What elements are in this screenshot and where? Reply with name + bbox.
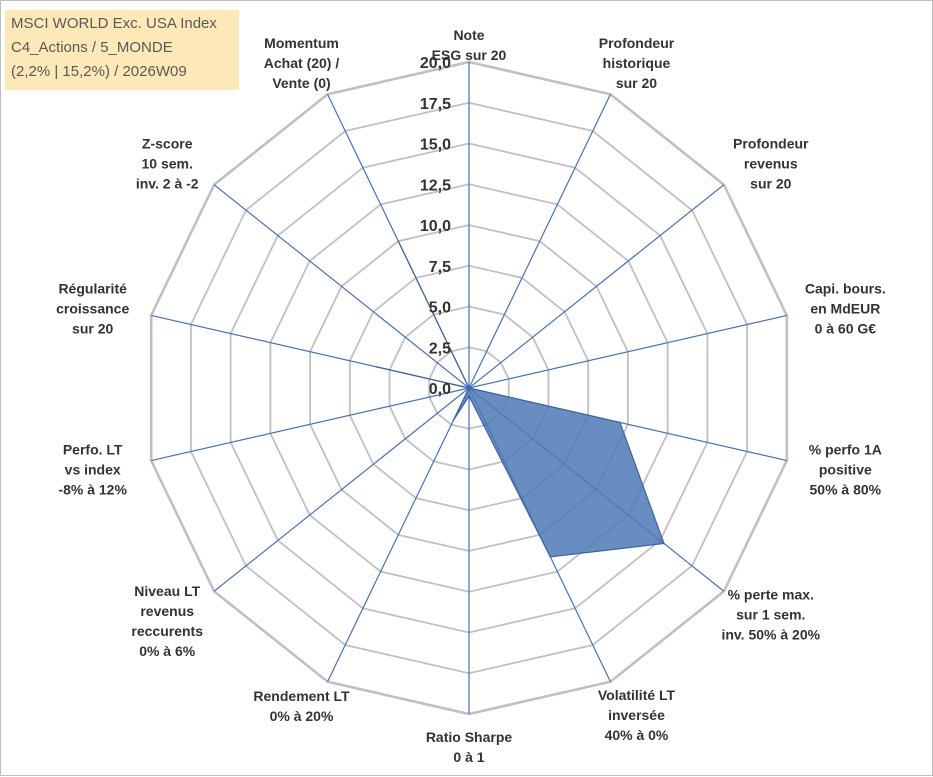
axis-label-5: % perte max. sur 1 sem. inv. 50% à 20% xyxy=(721,587,820,643)
tick-label-0: 0,0 xyxy=(429,381,451,398)
axis-label-10-line-0: Perfo. LT xyxy=(63,442,123,458)
tick-label-6: 15,0 xyxy=(420,137,451,154)
tick-labels: 0,0 2,5 5,0 7,5 10,0 12,5 15,0 17,5 20,0 xyxy=(420,55,451,398)
axis-label-12-line-2: inv. 2 à -2 xyxy=(136,175,199,191)
title-line-2: C4_Actions / 5_MONDE xyxy=(11,39,173,56)
data-point-8 xyxy=(452,419,455,422)
axis-label-9-line-3: 0% à 6% xyxy=(139,643,196,659)
axis-label-7-line-1: 0 à 1 xyxy=(453,749,484,765)
axis-label-2: Profondeur revenus sur 20 xyxy=(733,135,809,191)
spoke-1 xyxy=(468,94,611,389)
axis-label-13: Momentum Achat (20) / Vente (0) xyxy=(264,35,340,91)
spoke-10 xyxy=(151,387,470,462)
axis-label-3-line-1: en MdEUR xyxy=(810,300,880,316)
data-point-12 xyxy=(468,387,470,389)
axis-label-11: Régularité croissance sur 20 xyxy=(56,280,129,336)
axis-label-0-line-0: Note xyxy=(453,27,484,43)
axis-label-8-line-0: Rendement LT xyxy=(253,688,350,704)
spoke-9 xyxy=(213,387,470,592)
axis-label-5-line-1: sur 1 sem. xyxy=(736,607,805,623)
axis-label-7: Ratio Sharpe 0 à 1 xyxy=(426,729,513,765)
axis-label-1: Profondeur historique sur 20 xyxy=(599,35,675,91)
spoke-8 xyxy=(327,387,470,682)
axis-label-2-line-1: revenus xyxy=(744,155,798,171)
axis-label-2-line-0: Profondeur xyxy=(733,135,809,151)
axis-label-1-line-0: Profondeur xyxy=(599,35,675,51)
axis-label-2-line-2: sur 20 xyxy=(750,175,791,191)
axis-label-10-line-2: -8% à 12% xyxy=(58,482,127,498)
axis-label-1-line-1: historique xyxy=(603,55,671,71)
axis-label-13-line-0: Momentum xyxy=(264,35,339,51)
data-point-13 xyxy=(397,240,400,242)
data-point-6 xyxy=(549,556,552,558)
axis-label-7-line-0: Ratio Sharpe xyxy=(426,729,513,745)
tick-label-7: 17,5 xyxy=(420,96,451,113)
axis-label-11-line-2: sur 20 xyxy=(72,320,113,336)
tick-label-4: 10,0 xyxy=(420,218,451,235)
tick-label-1: 2,5 xyxy=(429,340,451,357)
axis-label-13-line-1: Achat (20) / xyxy=(264,55,340,71)
axis-label-5-line-2: inv. 50% à 20% xyxy=(721,627,820,643)
axis-label-3-line-2: 0 à 60 G€ xyxy=(815,320,877,336)
tick-label-2: 5,0 xyxy=(429,300,451,317)
axis-label-8: Rendement LT 0% à 20% xyxy=(253,688,350,724)
data-point-11 xyxy=(376,366,378,368)
tick-label-3: 7,5 xyxy=(429,259,451,276)
axis-label-13-line-2: Vente (0) xyxy=(272,75,330,91)
spoke-2 xyxy=(468,184,725,389)
axis-label-6-line-2: 40% à 0% xyxy=(605,727,669,743)
title-line-1: MSCI WORLD Exc. USA Index xyxy=(11,15,217,32)
axis-label-12-line-1: 10 sem. xyxy=(142,155,193,171)
axis-label-4: % perfo 1A positive 50% à 80% xyxy=(809,442,882,498)
axis-label-0-line-1: ESG sur 20 xyxy=(432,47,507,63)
data-series xyxy=(376,240,665,558)
axis-label-4-line-1: positive xyxy=(819,462,872,478)
axis-label-4-line-2: 50% à 80% xyxy=(810,482,882,498)
axis-label-5-line-0: % perte max. xyxy=(728,587,814,603)
axis-label-12-line-0: Z-score xyxy=(142,135,193,151)
chart-title-box: MSCI WORLD Exc. USA Index C4_Actions / 5… xyxy=(5,10,239,90)
axis-label-3: Capi. bours. en MdEUR 0 à 60 G€ xyxy=(805,280,886,336)
spoke-12 xyxy=(213,184,470,389)
axis-label-6: Volatilité LT inversée 40% à 0% xyxy=(598,687,676,743)
title-line-3: (2,2% | 15,2%) / 2026W09 xyxy=(11,63,187,80)
axis-label-11-line-0: Régularité xyxy=(58,280,127,296)
tick-label-5: 12,5 xyxy=(420,177,451,194)
axis-label-3-line-0: Capi. bours. xyxy=(805,280,886,296)
axis-label-6-line-1: inversée xyxy=(608,707,665,723)
axis-label-12: Z-score 10 sem. inv. 2 à -2 xyxy=(136,135,199,191)
axis-labels: Note ESG sur 20 Profondeur historique sur 20… xyxy=(56,27,886,765)
axis-label-8-line-1: 0% à 20% xyxy=(270,708,334,724)
tick-label-8: 20,0 xyxy=(420,55,451,72)
axis-label-4-line-0: % perfo 1A xyxy=(809,442,882,458)
data-point-4 xyxy=(619,421,621,424)
data-point-5 xyxy=(663,542,665,545)
data-point-7 xyxy=(468,395,470,397)
axis-label-9-line-0: Niveau LT xyxy=(134,583,200,599)
axis-label-0: Note ESG sur 20 xyxy=(432,27,507,63)
axis-label-9-line-1: revenus xyxy=(140,603,194,619)
axis-label-9: Niveau LT revenus reccurents 0% à 6% xyxy=(131,583,203,659)
axis-label-9-line-2: reccurents xyxy=(131,623,203,639)
axis-label-10: Perfo. LT vs index -8% à 12% xyxy=(58,442,127,498)
axis-label-10-line-1: vs index xyxy=(65,462,121,478)
axis-label-6-line-0: Volatilité LT xyxy=(598,687,676,703)
axis-label-11-line-1: croissance xyxy=(56,300,129,316)
axis-label-1-line-2: sur 20 xyxy=(616,75,657,91)
spoke-3 xyxy=(468,314,787,389)
